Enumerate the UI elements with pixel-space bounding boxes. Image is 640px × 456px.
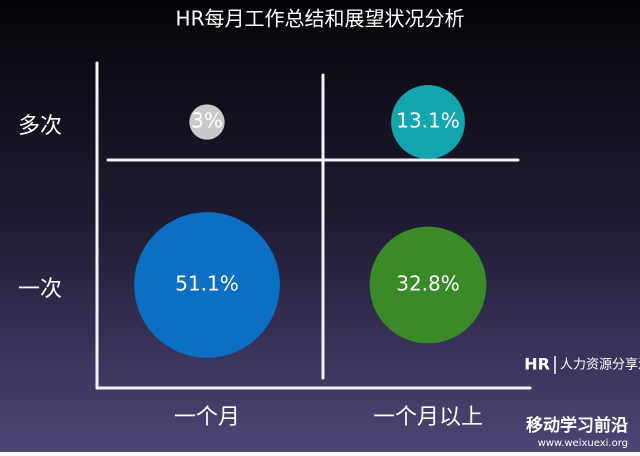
bubble	[189, 104, 225, 140]
y-category-label: 一次	[18, 277, 62, 302]
x-category-label: 一个月以上	[373, 405, 483, 430]
bubble	[391, 85, 465, 159]
site-url: www.weixuexi.org	[538, 438, 628, 449]
x-category-label: 一个月	[174, 405, 240, 430]
brand-text: 人力资源分享汇	[560, 357, 640, 373]
data-label: 32.8%	[396, 272, 460, 296]
bubble	[134, 212, 280, 358]
y-category-label: 多次	[18, 114, 62, 139]
data-label: 51.1%	[175, 272, 239, 296]
site-name: 移动学习前沿	[526, 415, 628, 436]
data-label: 13.1%	[396, 109, 460, 133]
bubble	[369, 226, 487, 344]
chart-title: HR每月工作总结和展望状况分析	[176, 7, 465, 31]
axes	[95, 61, 532, 390]
data-label: 3%	[191, 109, 223, 133]
brand-logo: HR	[524, 355, 550, 374]
